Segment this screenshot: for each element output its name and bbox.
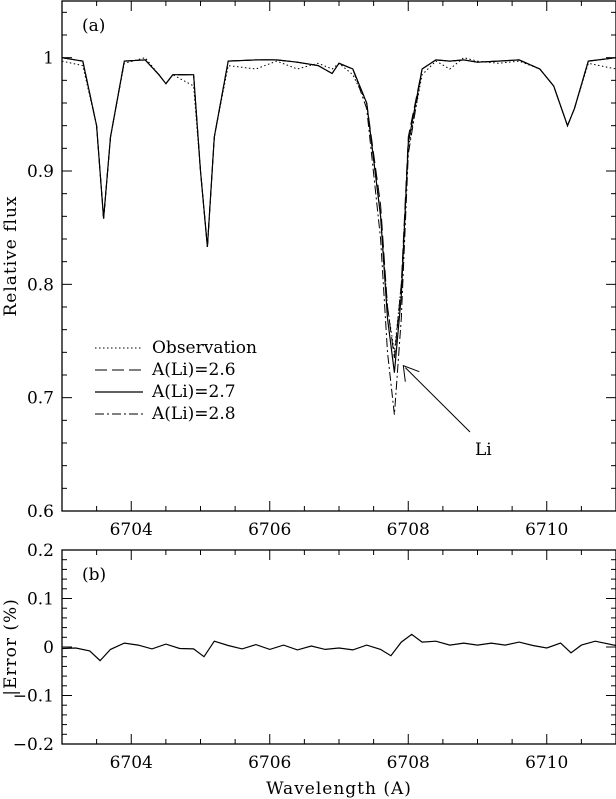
y-tick-label: 0 bbox=[43, 638, 54, 658]
x-tick-label: 6708 bbox=[387, 753, 430, 773]
y-tick-label: 0.7 bbox=[27, 389, 54, 409]
y-tick-label: 0.9 bbox=[27, 162, 54, 182]
x-tick-label: 6706 bbox=[248, 520, 291, 540]
panel-a-spectrum: 6704 6706 6708 6710 0.6 0.7 0.8 0.9 1 (a) Relative… bbox=[1, 0, 616, 540]
y-tick-label: −0.1 bbox=[13, 687, 54, 707]
panel-label: (a) bbox=[82, 16, 105, 36]
annotation-arrowhead bbox=[402, 364, 420, 382]
y-tick-label: −0.2 bbox=[13, 735, 54, 755]
legend-label: A(Li)=2.8 bbox=[151, 404, 236, 424]
x-tick-label: 6710 bbox=[525, 753, 568, 773]
y-tick-label: 0.2 bbox=[27, 541, 54, 561]
y-tick-label: 0.1 bbox=[27, 590, 54, 610]
y-tick-label: 0.8 bbox=[27, 275, 54, 295]
series-line-a-li-2-6 bbox=[62, 57, 616, 359]
error-curve bbox=[62, 633, 616, 662]
legend-label: Observation bbox=[152, 338, 257, 358]
x-tick-label: 6706 bbox=[248, 753, 291, 773]
panel-b-error: 6704 6706 6708 6710 −0.2 −0.1 0 0.1 0.2 (b) |Error… bbox=[1, 541, 616, 799]
panel-label: (b) bbox=[82, 565, 106, 585]
x-tick-label: 6704 bbox=[110, 520, 153, 540]
y-axis-label: |Error (%) bbox=[1, 598, 21, 696]
x-axis-label: Wavelength (A) bbox=[266, 779, 412, 799]
annotation-label: Li bbox=[475, 440, 492, 460]
y-tick-label: 0.6 bbox=[27, 502, 54, 522]
x-tick-label: 6710 bbox=[525, 520, 568, 540]
series-line-observation bbox=[62, 57, 616, 353]
y-axis-label: Relative flux bbox=[1, 195, 21, 316]
x-tick-label: 6704 bbox=[110, 753, 153, 773]
y-tick-label: 1 bbox=[43, 49, 54, 69]
plot-frame bbox=[61, 0, 616, 512]
annotation-arrow bbox=[404, 367, 471, 433]
legend-label: A(Li)=2.7 bbox=[151, 382, 236, 402]
series-line-a-li-2-7 bbox=[62, 57, 616, 373]
legend-label: A(Li)=2.6 bbox=[151, 360, 236, 380]
series-line-a-li-2-8 bbox=[62, 57, 616, 415]
x-tick-label: 6708 bbox=[387, 520, 430, 540]
